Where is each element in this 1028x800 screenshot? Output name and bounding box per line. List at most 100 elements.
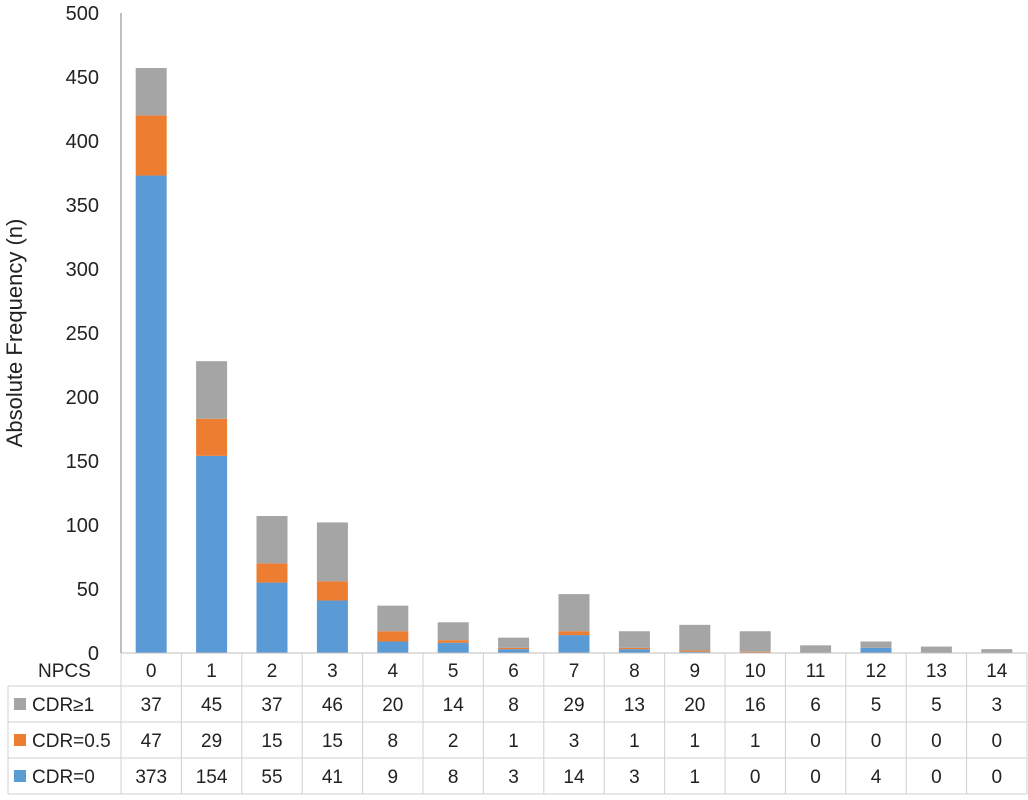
data-label: 14 xyxy=(563,767,585,788)
y-tick-label: 400 xyxy=(66,131,99,153)
bar-segment xyxy=(256,563,288,583)
data-label: 0 xyxy=(810,731,821,752)
data-label: 45 xyxy=(201,695,222,716)
bar-segment xyxy=(618,649,650,653)
bar-segment xyxy=(196,418,228,456)
legend-swatch xyxy=(14,770,26,782)
bar-segment xyxy=(618,631,650,648)
data-label: 37 xyxy=(141,695,162,716)
bar-segment xyxy=(679,624,711,651)
bar-segment xyxy=(316,581,348,601)
x-tick-label: 0 xyxy=(146,661,157,682)
bar-segment xyxy=(558,635,590,653)
bar-segment xyxy=(920,646,952,653)
data-label: 8 xyxy=(388,731,399,752)
bar-segment xyxy=(135,175,167,653)
data-label: 0 xyxy=(992,767,1003,788)
x-tick-label: 2 xyxy=(267,661,278,682)
x-tick-label: 11 xyxy=(806,661,826,682)
data-label: 37 xyxy=(261,695,282,716)
x-tick-label: 10 xyxy=(745,661,766,682)
bar-segment xyxy=(256,516,288,564)
data-label: 16 xyxy=(745,695,766,716)
data-label: 20 xyxy=(382,695,403,716)
data-label: 15 xyxy=(261,731,282,752)
bar-segment xyxy=(196,455,228,653)
x-tick-label: 8 xyxy=(629,661,640,682)
bar-segment xyxy=(860,641,892,648)
bar-segment xyxy=(377,605,409,632)
bar-segment xyxy=(498,637,530,648)
x-tick-label: 3 xyxy=(327,661,338,682)
data-label: 29 xyxy=(563,695,584,716)
data-label: 41 xyxy=(322,767,343,788)
data-label: 46 xyxy=(322,695,343,716)
data-label: 154 xyxy=(196,767,228,788)
bar-segment xyxy=(860,647,892,653)
x-tick-label: 1 xyxy=(206,661,217,682)
y-tick-label: 200 xyxy=(66,387,99,409)
bar-segment xyxy=(498,649,530,653)
data-label: 8 xyxy=(508,695,519,716)
y-tick-label: 150 xyxy=(66,451,99,473)
data-label: 1 xyxy=(750,731,761,752)
x-tick-label: 5 xyxy=(448,661,459,682)
data-label: 1 xyxy=(629,731,640,752)
bar-segment xyxy=(679,651,711,653)
data-label: 3 xyxy=(629,767,640,788)
x-tick-label: 12 xyxy=(865,661,886,682)
bar-segment xyxy=(739,651,771,653)
legend-label: CDR≥1 xyxy=(32,695,94,716)
x-tick-label: 14 xyxy=(986,661,1008,682)
data-label: 1 xyxy=(508,731,519,752)
y-tick-label: 300 xyxy=(66,259,99,281)
data-label: 0 xyxy=(810,767,821,788)
data-label: 5 xyxy=(871,695,882,716)
bar-segment xyxy=(196,361,228,419)
bar-segment xyxy=(981,649,1013,653)
bar-segment xyxy=(135,68,167,116)
data-label: 3 xyxy=(508,767,519,788)
bar-segment xyxy=(558,631,590,636)
data-label: 3 xyxy=(992,695,1003,716)
x-tick-label: 13 xyxy=(926,661,947,682)
x-tick-label: 9 xyxy=(690,661,701,682)
data-label: 0 xyxy=(871,731,882,752)
y-tick-label: 100 xyxy=(66,515,99,537)
data-label: 0 xyxy=(931,767,942,788)
y-tick-label: 350 xyxy=(66,195,99,217)
data-label: 13 xyxy=(624,695,645,716)
bar-segment xyxy=(377,641,409,653)
bar-segment xyxy=(256,582,288,653)
data-label: 29 xyxy=(201,731,222,752)
bar-segment xyxy=(377,631,409,642)
data-label: 4 xyxy=(871,767,882,788)
bar-segment xyxy=(498,647,530,650)
y-tick-label: 450 xyxy=(66,67,99,89)
legend-swatch xyxy=(14,698,26,710)
data-label: 20 xyxy=(684,695,705,716)
bar-segment xyxy=(679,650,711,652)
y-axis-title: Absolute Frequency (n) xyxy=(2,219,27,448)
y-tick-label: 0 xyxy=(88,643,99,665)
legend-label: CDR=0.5 xyxy=(32,731,111,752)
x-tick-label: 6 xyxy=(508,661,519,682)
data-label: 8 xyxy=(448,767,459,788)
data-label: 0 xyxy=(750,767,761,788)
legend-label: CDR=0 xyxy=(32,767,95,788)
data-label: 0 xyxy=(931,731,942,752)
data-label: 6 xyxy=(810,695,821,716)
x-tick-label: 7 xyxy=(569,661,580,682)
bar-segment xyxy=(437,640,469,643)
y-tick-label: 500 xyxy=(66,3,99,25)
y-tick-label: 250 xyxy=(66,323,99,345)
data-label: 47 xyxy=(141,731,162,752)
bar-segment xyxy=(437,622,469,641)
y-tick-label: 50 xyxy=(77,579,99,601)
data-label: 0 xyxy=(992,731,1003,752)
bar-segment xyxy=(135,115,167,176)
bar-segment xyxy=(800,645,832,653)
bar-segment xyxy=(316,600,348,653)
x-tick-label: 4 xyxy=(388,661,399,682)
